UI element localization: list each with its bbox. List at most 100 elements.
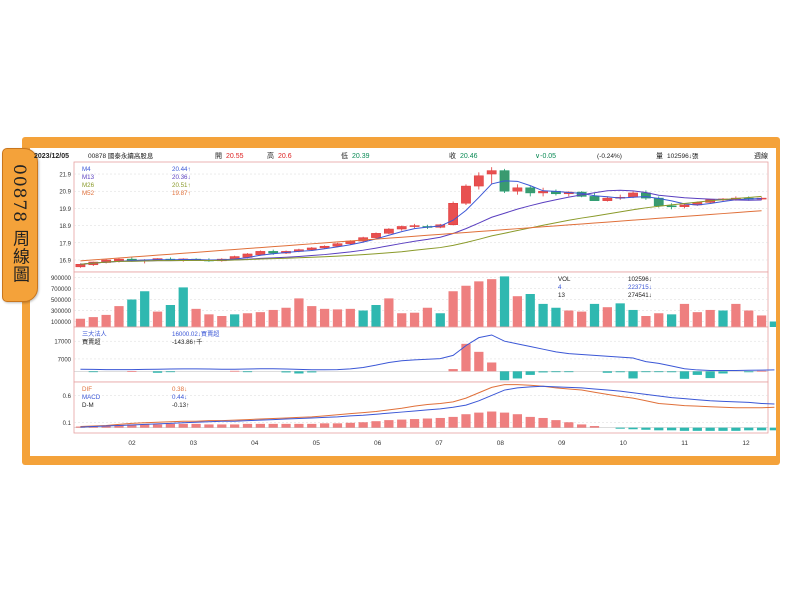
legend-value: 19.87↑ <box>172 190 191 197</box>
volume-bar <box>294 298 304 327</box>
macd-histogram-bar <box>564 422 574 428</box>
stock-chart: 2023/12/05 00878 國泰永續高股息 開 20.55 高 20.6 … <box>34 151 776 447</box>
institutional-bar <box>474 351 484 372</box>
institutional-bar <box>602 371 612 373</box>
candle <box>268 251 279 254</box>
y-tick-label: 17.9 <box>59 241 71 247</box>
candle <box>371 233 381 238</box>
volume-bar <box>397 313 407 327</box>
panel-border <box>73 271 769 328</box>
legend-value: 20.36↓ <box>172 174 191 181</box>
header-volume-label: 量 <box>656 152 663 160</box>
macd-histogram-bar <box>332 423 343 428</box>
candle <box>525 187 536 194</box>
institutional-bar <box>487 362 497 372</box>
candle <box>75 264 86 268</box>
institutional-bar <box>615 371 625 373</box>
legend-value: 274541↓ <box>628 292 652 299</box>
volume-bar <box>332 309 343 327</box>
legend-value: 0.38↓ <box>172 386 187 393</box>
volume-bar <box>422 307 433 327</box>
macd-histogram-bar <box>178 423 188 428</box>
macd-histogram-bar <box>397 419 407 428</box>
volume-bar <box>384 298 394 327</box>
volume-bar <box>589 303 600 327</box>
x-tick-label: 02 <box>128 440 136 447</box>
macd-histogram-bar <box>152 424 163 428</box>
institutional-bar <box>512 371 523 379</box>
macd-histogram-bar <box>114 424 124 428</box>
macd-histogram-bar <box>204 424 214 428</box>
institutional-bar <box>242 371 253 373</box>
legend-value: 223715↓ <box>628 284 652 291</box>
macd-histogram-bar <box>641 427 651 430</box>
legend-label: M13 <box>82 174 95 181</box>
macd-histogram-bar <box>217 424 227 428</box>
volume-bar <box>602 307 612 327</box>
candle <box>319 245 330 249</box>
volume-bar <box>204 314 214 327</box>
header-change: ∨-0.05 <box>535 153 556 160</box>
y-tick-label: 18.9 <box>59 224 71 230</box>
institutional-bar <box>705 371 715 379</box>
x-tick-label: 11 <box>681 440 688 447</box>
volume-bar <box>114 306 124 327</box>
volume-bar <box>409 312 420 327</box>
ma52-line <box>80 210 762 262</box>
panel-border <box>73 161 769 273</box>
macd-histogram-bar <box>294 423 304 428</box>
y-tick-label: 300000 <box>51 309 72 315</box>
macd-histogram-bar <box>744 427 754 431</box>
candle <box>383 228 394 234</box>
macd-histogram-bar <box>769 427 776 431</box>
volume-bar <box>140 291 150 327</box>
institutional-bar <box>461 343 471 372</box>
institutional-bar <box>88 371 98 373</box>
x-tick-label: 05 <box>313 440 321 447</box>
legend-label: VOL <box>558 276 571 283</box>
volume-bar <box>551 307 561 327</box>
volume-bar <box>191 308 201 327</box>
header-open-label: 開 <box>215 152 222 160</box>
legend-label: 4 <box>558 284 562 291</box>
volume-bar <box>538 303 548 327</box>
volume-bar <box>641 316 651 327</box>
candle <box>448 203 459 225</box>
header-close-value: 20.46 <box>460 153 478 160</box>
volume-bar <box>679 303 690 327</box>
institutional-bar <box>525 371 535 375</box>
macd-histogram-bar <box>666 427 677 431</box>
institutional-bar <box>538 371 548 373</box>
volume-bar <box>628 309 638 327</box>
volume-bar <box>718 310 728 327</box>
macd-histogram-bar <box>718 427 728 431</box>
macd-histogram-bar <box>165 423 176 428</box>
macd-histogram-bar <box>191 423 201 428</box>
volume-bar <box>319 308 330 327</box>
x-tick-label: 06 <box>374 440 382 447</box>
header-date: 2023/12/05 <box>34 153 69 160</box>
legend-label: 三大法人 <box>82 330 107 338</box>
ma26-line <box>80 195 762 265</box>
y-tick-label: 19.9 <box>59 207 71 213</box>
macd-histogram-bar <box>577 424 587 428</box>
institutional-bar <box>654 371 664 373</box>
macd-histogram-bar <box>435 417 445 428</box>
header-low-label: 低 <box>341 151 348 160</box>
volume-bar <box>127 299 137 327</box>
institutional-bar <box>448 369 458 372</box>
macd-histogram-bar <box>307 423 317 428</box>
volume-bar <box>88 317 98 327</box>
institutional-bar <box>756 370 767 372</box>
legend-label: D-M <box>82 402 94 409</box>
macd-histogram-bar <box>589 426 600 428</box>
header-volume-value: 102596↓張 <box>667 152 699 160</box>
candle <box>396 226 407 230</box>
legend-value: -143.86↑千 <box>172 338 202 346</box>
volume-bar <box>242 313 253 327</box>
volume-bar <box>371 305 381 327</box>
macd-histogram-bar <box>371 421 381 428</box>
volume-bar <box>512 296 523 327</box>
volume-bar <box>615 303 625 327</box>
y-tick-label: 20.9 <box>59 190 71 196</box>
